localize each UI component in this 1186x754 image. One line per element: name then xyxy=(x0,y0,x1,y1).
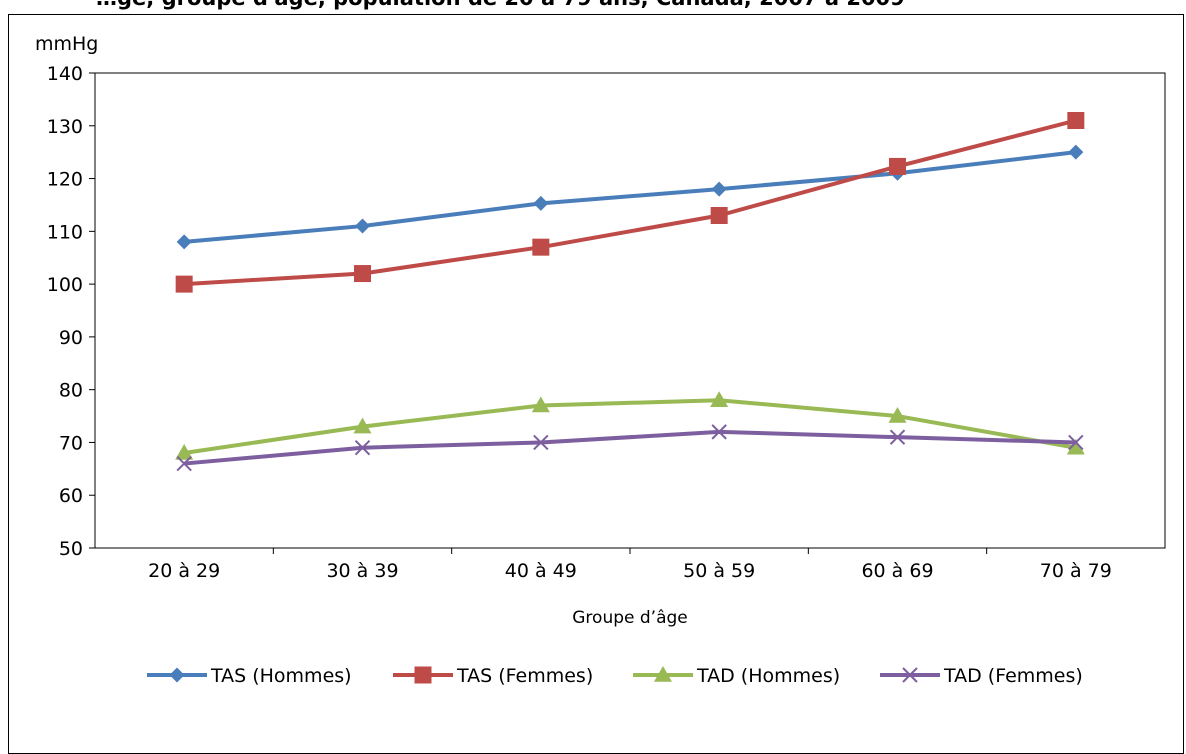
x-tick-label: 40 à 49 xyxy=(505,560,577,582)
series-line-1 xyxy=(183,150,1077,244)
data-point-s3-3 xyxy=(531,396,550,413)
legend-marker xyxy=(902,667,918,683)
line-chart: 50 60 70 80 90 100 110 120 130 140 20 à 29 30 à 39 4… xyxy=(35,33,1166,687)
data-point-s3-4 xyxy=(710,391,729,407)
data-point-s4-3 xyxy=(533,434,549,451)
data-point-s1-3 xyxy=(533,195,549,211)
data-point-s4-6 xyxy=(1068,434,1084,451)
data-point-s2-5 xyxy=(889,157,906,175)
series-line-3 xyxy=(183,398,1077,455)
legend-label: TAS (Femmes) xyxy=(456,665,593,687)
y-tick-label: 100 xyxy=(47,274,83,296)
data-point-s3-2 xyxy=(353,417,372,434)
x-tick-label: 50 à 59 xyxy=(683,560,755,582)
data-point-s4-5 xyxy=(889,429,906,445)
y-tick-label: 60 xyxy=(59,485,83,507)
data-point-s2-6 xyxy=(1067,112,1085,129)
legend-item-2: TAS (Femmes) xyxy=(393,665,593,687)
data-point-s2-4 xyxy=(710,207,728,224)
legend-label: TAS (Hommes) xyxy=(210,665,352,687)
series-line-4 xyxy=(183,429,1076,466)
legend-item-1: TAS (Hommes) xyxy=(147,665,352,687)
data-point-s3-5 xyxy=(888,407,907,423)
y-tick-label: 50 xyxy=(59,538,83,560)
data-point-s2-2 xyxy=(354,265,371,283)
data-point-s1-1 xyxy=(176,234,192,250)
data-point-s2-3 xyxy=(532,238,550,256)
chart-title: …ge, groupe d'âge, population de 20 à 79… xyxy=(96,0,905,10)
chart-title-strip: …ge, groupe d'âge, population de 20 à 79… xyxy=(0,0,1186,10)
legend-item-3: TAD (Hommes) xyxy=(633,665,840,687)
y-tick-label: 130 xyxy=(47,116,83,138)
y-axis-label: mmHg xyxy=(35,33,98,55)
data-point-s3-1 xyxy=(175,444,194,460)
x-tick-label: 20 à 29 xyxy=(148,560,220,582)
series-line-2 xyxy=(184,118,1077,287)
x-tick-label: 60 à 69 xyxy=(861,560,933,582)
y-tick-label: 120 xyxy=(47,169,83,191)
y-tick-label: 80 xyxy=(59,380,83,402)
data-point-s4-2 xyxy=(354,440,371,456)
data-point-s1-4 xyxy=(711,181,727,197)
data-point-s1-6 xyxy=(1068,144,1084,160)
y-tick-label: 110 xyxy=(47,221,83,243)
x-axis-label: Groupe d’âge xyxy=(572,608,687,628)
legend-marker xyxy=(654,666,672,682)
data-point-s1-2 xyxy=(355,218,370,234)
legend-label: TAD (Femmes) xyxy=(943,665,1083,687)
data-point-s2-1 xyxy=(175,275,193,293)
legend-marker xyxy=(414,666,432,684)
plot-area xyxy=(94,72,1166,549)
data-point-s4-4 xyxy=(711,424,727,440)
data-point-s4-1 xyxy=(176,455,192,472)
legend-item-4: TAD (Femmes) xyxy=(880,665,1083,687)
data-point-s3-6 xyxy=(1066,438,1085,455)
legend-label: TAD (Hommes) xyxy=(696,665,840,687)
x-tick-label: 30 à 39 xyxy=(326,560,398,582)
legend-marker xyxy=(169,667,185,683)
y-tick-label: 90 xyxy=(59,327,83,349)
x-tick-label: 70 à 79 xyxy=(1040,560,1112,582)
y-tick-label: 140 xyxy=(47,63,83,85)
y-tick-label: 70 xyxy=(59,432,83,454)
